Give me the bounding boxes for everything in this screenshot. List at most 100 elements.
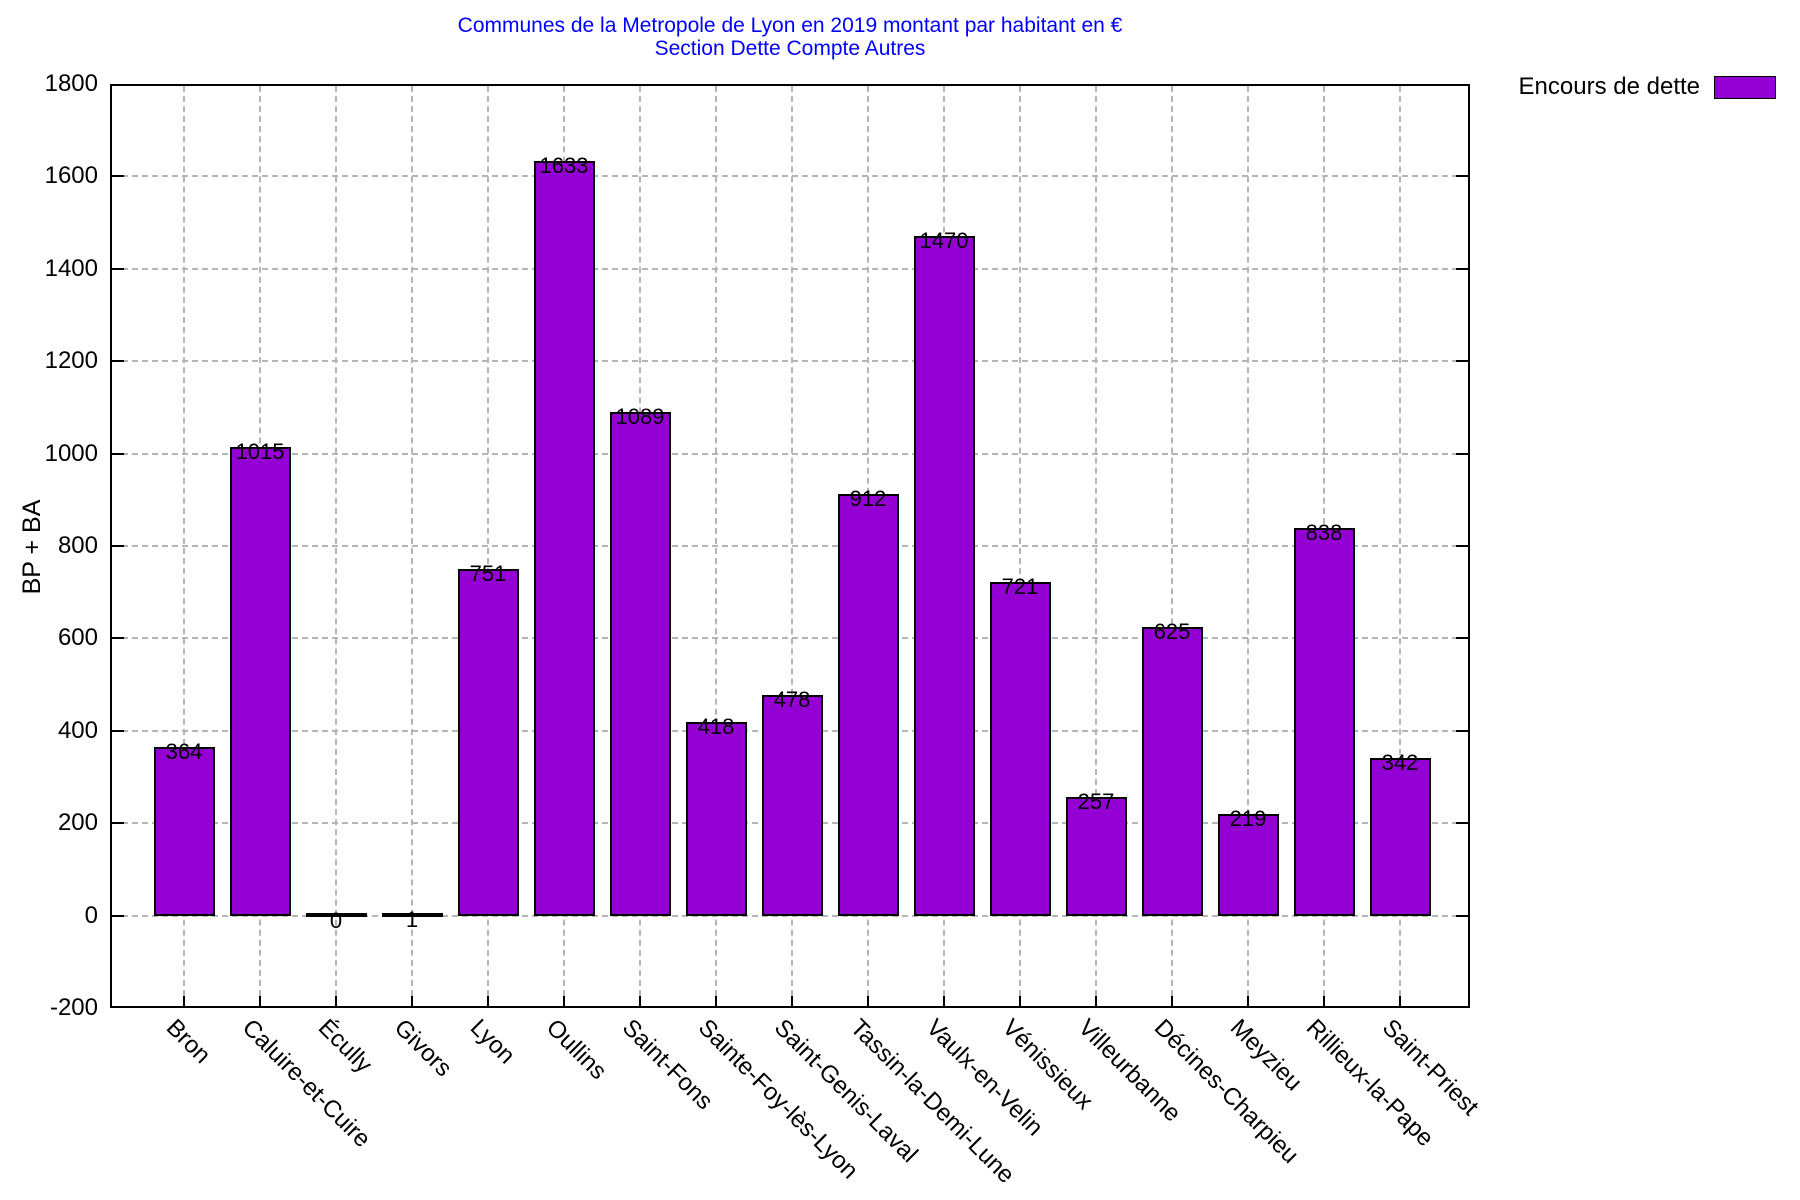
x-category-label: Écully [312,1014,378,1079]
x-tick [943,996,945,1006]
bar [381,913,443,918]
bar-value-label: 478 [773,686,811,712]
x-tick [867,996,869,1006]
x-tick [1323,996,1325,1006]
y-tick-right [1456,637,1468,640]
y-tick-left [112,545,124,547]
x-category-label: Givors [388,1014,458,1083]
y-tick-left [112,452,124,455]
x-category-label: Lyon [464,1014,521,1070]
bar [1217,814,1279,916]
v-gridline [1019,86,1021,1006]
y-tick-left [112,822,124,825]
y-tick-right [1456,545,1468,547]
bar [153,747,215,916]
bar-value-label: 1633 [539,153,589,179]
v-gridline [335,86,337,1006]
y-tick-right [1456,267,1468,270]
v-gridline [411,86,413,1006]
y-tick-label: 600 [57,624,98,652]
bar [609,412,671,916]
y-tick-label: 1200 [44,347,98,375]
bar-value-label: 418 [697,714,735,740]
bar [837,494,899,916]
y-tick-right [1456,729,1468,732]
y-tick-label: 200 [57,809,98,837]
x-category-label: Rillieux-la-Pape [1300,1014,1439,1152]
x-category-label: Décines-Charpieu [1148,1014,1304,1169]
y-tick-label: 800 [57,532,98,559]
bar [1293,528,1355,916]
bar [685,722,747,916]
v-gridline [1399,86,1401,1006]
y-tick-label: 0 [84,901,98,929]
bar [229,446,291,916]
x-tick [411,996,413,1006]
bar-value-label: 838 [1305,520,1343,546]
x-tick [639,996,641,1006]
h-gridline [112,545,1468,547]
v-gridline [1171,86,1173,1006]
h-gridline [112,914,1468,917]
y-tick-left [112,175,124,178]
v-gridline [1247,86,1249,1006]
y-tick-label: 1000 [44,439,98,467]
bar [761,694,823,916]
y-tick-label: 1800 [44,70,98,97]
y-tick-left [112,637,124,640]
x-category-label: Bron [160,1014,216,1069]
chart-subtitle: Section Dette Compte Autres [654,37,926,60]
bar [913,236,975,916]
legend-label: Encours de dette [1518,73,1700,100]
bar-value-label: 219 [1229,806,1267,832]
bar [1141,626,1203,916]
h-gridline [112,175,1468,178]
v-gridline [715,86,717,1006]
bar-value-label: 1089 [615,404,665,430]
v-gridline [183,86,185,1006]
bar [1369,757,1431,916]
y-tick-left [112,360,124,363]
bar [305,913,367,918]
bar [1065,796,1127,916]
bar-value-label: 1470 [919,228,969,254]
x-tick [1399,996,1401,1006]
x-tick [715,996,717,1006]
h-gridline [112,267,1468,270]
bar [989,582,1051,916]
x-tick [1247,996,1249,1006]
y-tick-left [112,914,124,917]
y-tick-label: -200 [49,994,98,1021]
chart-title-block: Communes de la Metropole de Lyon en 2019… [110,14,1470,60]
x-tick [1171,996,1173,1006]
plot-frame [110,84,1470,1008]
legend: Encours de dette [1380,72,1800,104]
h-gridline [112,360,1468,363]
bar-value-label: 342 [1381,749,1419,775]
v-gridline [1095,86,1097,1006]
bar-value-label: 364 [165,739,203,765]
bar-value-label: 0 [329,907,343,933]
x-tick [259,996,261,1006]
h-gridline [112,637,1468,640]
y-tick-right [1456,360,1468,363]
y-tick-label: 1400 [44,254,98,282]
x-category-label: Oullins [540,1014,612,1085]
x-category-label: Caluire-et-Cuire [236,1014,376,1153]
x-tick [1095,996,1097,1006]
bar-value-label: 625 [1153,618,1191,644]
y-tick-left [112,729,124,732]
bar [533,161,595,916]
bar-value-label: 721 [1001,574,1039,600]
y-tick-left [112,267,124,270]
chart-title: Communes de la Metropole de Lyon en 2019… [457,14,1123,37]
x-tick [563,996,565,1006]
y-tick-right [1456,914,1468,917]
x-tick [335,996,337,1006]
x-tick [791,996,793,1006]
x-tick [1019,996,1021,1006]
y-tick-right [1456,822,1468,825]
bar-value-label: 1015 [235,438,285,464]
x-tick [183,996,185,1006]
